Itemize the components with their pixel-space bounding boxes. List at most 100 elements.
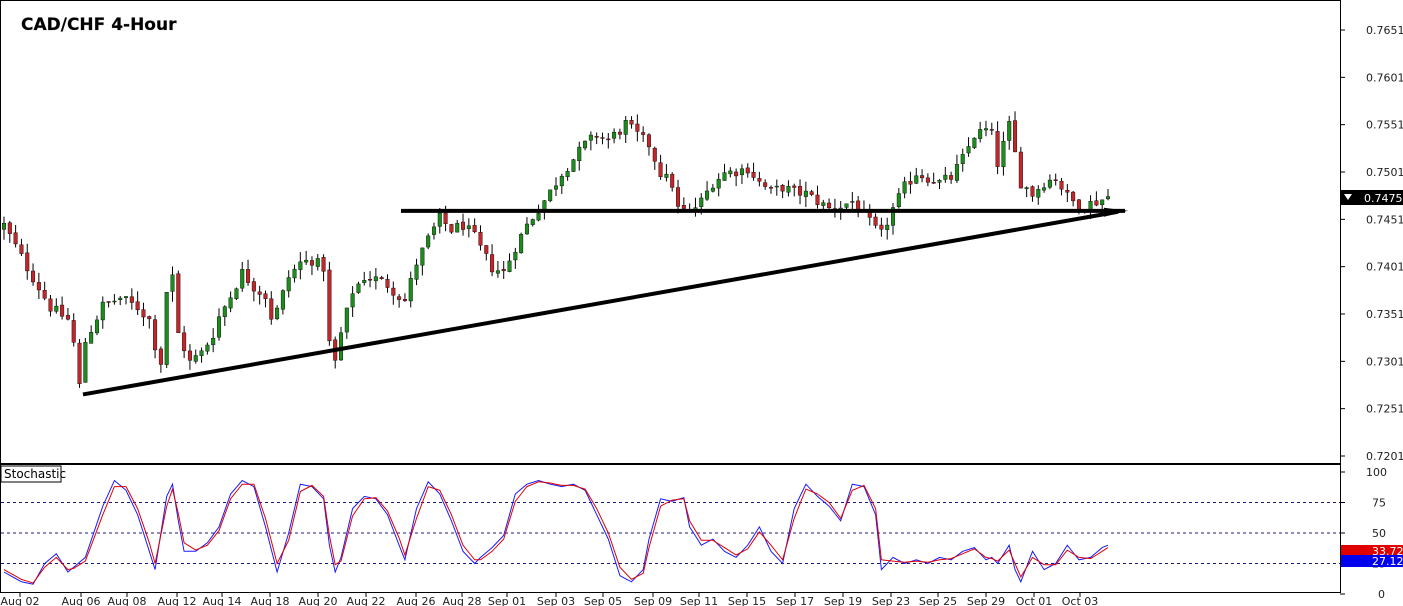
candle-body: [1105, 196, 1110, 200]
candle-body: [815, 194, 820, 205]
candle-body: [71, 320, 76, 343]
x-tick-label: Sep 03: [537, 595, 575, 606]
candle-body: [983, 128, 988, 131]
candle-body: [524, 223, 529, 235]
x-tick-label: Oct 03: [1062, 595, 1099, 606]
candle-body: [495, 270, 500, 274]
candle-body: [745, 167, 750, 174]
candle-body: [83, 342, 88, 383]
candle-body: [124, 296, 129, 298]
candle-body: [809, 191, 814, 195]
candle-body: [484, 245, 489, 254]
price-tick-label: 0.7301: [1366, 355, 1403, 368]
candle-body: [873, 216, 878, 226]
rising-trendline: [82, 209, 1119, 397]
candle-body: [954, 164, 959, 181]
candle-body: [885, 224, 890, 230]
candle-body: [664, 173, 669, 178]
candle-body: [106, 301, 111, 303]
candle-body: [658, 162, 663, 177]
x-tick-label: Aug 20: [299, 595, 338, 606]
stochastic-panel-frame: [0, 464, 1341, 593]
stochastic-label-box: Stochastic: [0, 465, 66, 483]
candle-body: [228, 297, 233, 309]
price-tick-label: 0.7251: [1366, 403, 1403, 416]
candle-body: [449, 224, 454, 233]
candle-body: [559, 175, 564, 187]
x-tick-label: Sep 19: [824, 595, 862, 606]
price-tick-label: 0.7501: [1366, 166, 1403, 179]
candle-body: [879, 224, 884, 230]
candle-body: [1100, 199, 1105, 206]
candle-body: [641, 132, 646, 135]
candle-body: [676, 187, 681, 207]
current-price-label: 0.7475: [1364, 192, 1403, 205]
candle-body: [530, 219, 535, 225]
candle-body: [187, 350, 192, 361]
candle-body: [455, 223, 460, 233]
candle-body: [1042, 187, 1047, 191]
stoch-tick-label: 0: [1378, 588, 1385, 601]
candle-body: [966, 146, 971, 154]
price-tick-label: 0.7401: [1366, 261, 1403, 274]
candle-body: [129, 296, 134, 303]
x-tick-label: Aug 26: [397, 595, 436, 606]
candle-body: [397, 296, 402, 300]
candle-body: [914, 175, 919, 184]
candle-body: [153, 319, 158, 351]
candle-body: [1013, 120, 1018, 153]
candle-body: [257, 291, 262, 295]
candle-body: [821, 202, 826, 206]
candle-body: [118, 297, 123, 300]
candle-body: [461, 221, 466, 230]
candle-body: [646, 134, 651, 148]
candle-body: [141, 309, 146, 318]
candle-body: [408, 278, 413, 302]
x-tick-label: Sep 23: [872, 595, 910, 606]
candle-body: [135, 301, 140, 311]
candle-body: [327, 269, 332, 342]
candle-body: [54, 305, 59, 312]
x-tick-label: Aug 18: [251, 595, 290, 606]
candle-body: [565, 171, 570, 178]
x-tick-label: Aug 02: [1, 595, 40, 606]
candle-body: [739, 168, 744, 176]
candle-body: [989, 129, 994, 131]
candle-body: [623, 120, 628, 135]
candle-body: [844, 203, 849, 208]
x-tick-label: Sep 29: [967, 595, 1005, 606]
candle-body: [466, 225, 471, 229]
candle-body: [705, 190, 710, 200]
candle-body: [77, 342, 82, 384]
candle-body: [251, 281, 256, 292]
candle-body: [385, 279, 390, 288]
candle-body: [763, 182, 768, 187]
candle-body: [2, 223, 6, 230]
stoch-k-value: 27.12: [1372, 555, 1403, 568]
candle-body: [1094, 200, 1099, 206]
x-tick-label: Sep 25: [919, 595, 957, 606]
x-tick-label: Sep 01: [488, 595, 526, 606]
candle-body: [513, 251, 518, 261]
candle-body: [554, 185, 559, 190]
candle-body: [164, 292, 169, 365]
candle-body: [478, 232, 483, 246]
candle-body: [960, 154, 965, 164]
stochastic-label: Stochastic: [4, 467, 66, 481]
candle-body: [443, 212, 448, 224]
candle-body: [13, 232, 18, 245]
trendline-tip: [1104, 207, 1128, 217]
candle-body: [548, 189, 553, 202]
candle-body: [774, 185, 779, 188]
candle-body: [31, 270, 36, 283]
candle-body: [606, 138, 611, 141]
candle-body: [292, 268, 297, 279]
x-tick-label: Sep 11: [680, 595, 718, 606]
candle-body: [286, 277, 291, 292]
candle-body: [995, 131, 1000, 167]
current-price-badge: 0.7475: [1341, 190, 1403, 205]
candle-body: [943, 174, 948, 180]
candle-body: [728, 170, 733, 175]
candle-body: [472, 225, 477, 233]
candle-body: [1065, 189, 1070, 193]
